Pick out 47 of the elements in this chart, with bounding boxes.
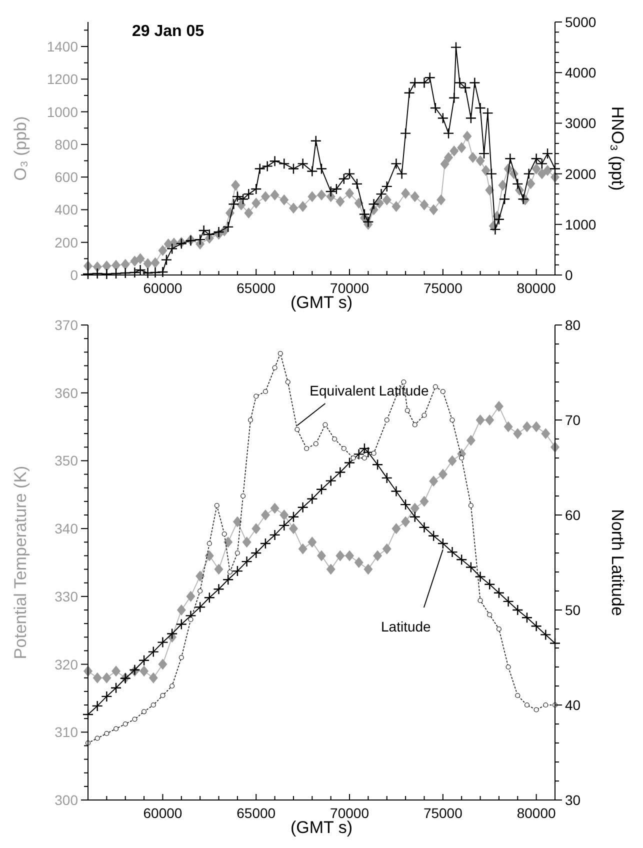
y-tick-label: 1000	[46, 104, 78, 120]
x-tick-label: 75000	[423, 805, 463, 821]
y-tick-label: 320	[54, 656, 78, 672]
y-tick-label: 200	[54, 234, 78, 250]
y-tick-label: 300	[54, 792, 78, 808]
y2-tick-label: 30	[565, 792, 581, 808]
y-tick-label: 400	[54, 202, 78, 218]
y-tick-label: 310	[54, 724, 78, 740]
x-tick-label: 60000	[143, 805, 182, 821]
x-axis-title: (GMT s)	[290, 818, 353, 837]
y2-tick-label: 0	[565, 267, 573, 283]
x-tick-label: 65000	[236, 805, 276, 821]
y2-tick-label: 80	[565, 317, 581, 333]
y-axis-title: O₃ (ppb)	[11, 116, 30, 181]
y-tick-label: 340	[54, 520, 78, 537]
x-tick-label: 65000	[236, 280, 276, 296]
x-tick-label: 80000	[516, 805, 556, 821]
y-tick-label: 1200	[46, 71, 78, 88]
y-tick-label: 330	[54, 588, 78, 604]
y2-tick-label: 60	[565, 507, 581, 523]
x-axis-title: (GMT s)	[290, 293, 353, 312]
x-tick-label: 70000	[330, 280, 370, 296]
y-tick-label: 370	[54, 317, 78, 333]
y-tick-label: 0	[70, 267, 78, 283]
x-tick-label: 75000	[423, 280, 463, 296]
x-tick-label: 70000	[330, 805, 370, 821]
y-tick-label: 1400	[46, 38, 78, 54]
y-tick-label: 350	[54, 452, 78, 469]
series-label: Equivalent Latitude	[310, 382, 429, 398]
text: Latitude	[381, 618, 432, 634]
y2-axis-title: North Latitude	[608, 509, 627, 616]
x-tick-label: 60000	[143, 280, 182, 296]
y-tick-label: 800	[54, 136, 78, 152]
y2-tick-label: 40	[565, 697, 581, 713]
chart-title: 29 Jan 05	[132, 23, 204, 40]
y2-tick-label: 3000	[565, 115, 596, 132]
x-tick-label: 80000	[516, 280, 556, 296]
y2-tick-label: 70	[565, 412, 581, 428]
y2-tick-label: 1000	[565, 216, 596, 232]
y2-tick-label: 2000	[565, 166, 596, 182]
y-axis-title: Potential Temperature (K)	[11, 466, 30, 660]
y-tick-label: 600	[54, 169, 78, 186]
y2-tick-label: 4000	[565, 64, 596, 81]
y2-tick-label: 5000	[565, 14, 596, 30]
y-tick-label: 360	[54, 384, 78, 401]
y2-axis-title: HNO₃ (ppt)	[608, 106, 627, 191]
y2-tick-label: 50	[565, 602, 581, 618]
